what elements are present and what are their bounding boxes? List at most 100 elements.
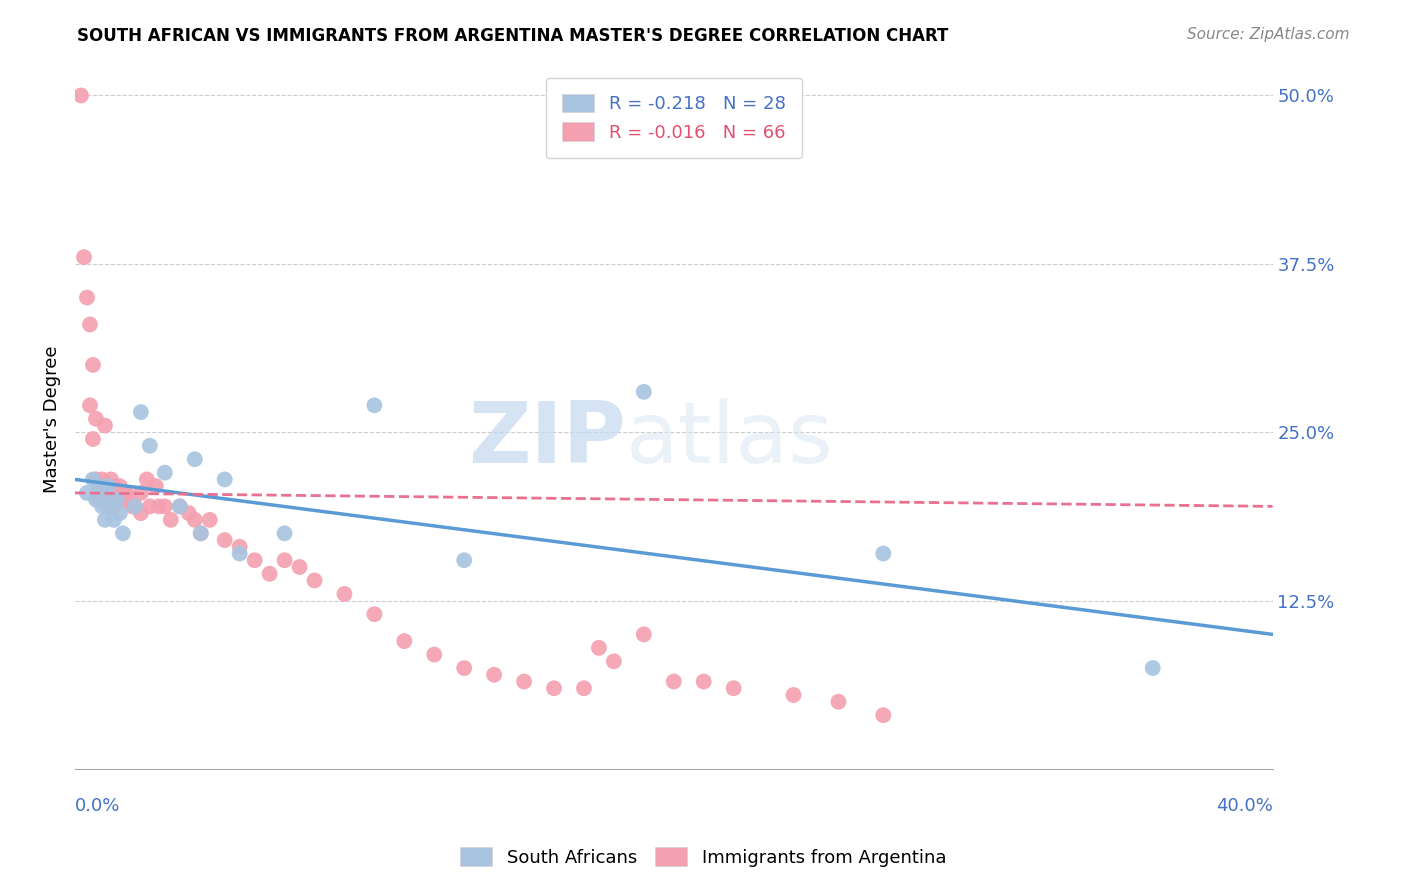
Point bbox=[782, 688, 804, 702]
Point bbox=[124, 500, 146, 514]
Point bbox=[124, 500, 146, 514]
Point bbox=[423, 648, 446, 662]
Text: ZIP: ZIP bbox=[468, 399, 626, 482]
Point bbox=[108, 492, 131, 507]
Point bbox=[453, 661, 475, 675]
Point bbox=[100, 500, 122, 514]
Point bbox=[214, 533, 236, 547]
Point bbox=[513, 674, 536, 689]
Point bbox=[723, 681, 745, 696]
Point bbox=[148, 500, 170, 514]
Point bbox=[84, 412, 107, 426]
Point bbox=[169, 500, 191, 514]
Point bbox=[108, 506, 131, 520]
Point bbox=[91, 472, 114, 486]
Text: 40.0%: 40.0% bbox=[1216, 797, 1272, 815]
Point bbox=[543, 681, 565, 696]
Point bbox=[115, 486, 138, 500]
Point bbox=[243, 553, 266, 567]
Point bbox=[79, 398, 101, 412]
Y-axis label: Master's Degree: Master's Degree bbox=[44, 345, 60, 492]
Point bbox=[84, 492, 107, 507]
Text: 0.0%: 0.0% bbox=[75, 797, 121, 815]
Point bbox=[288, 560, 311, 574]
Point bbox=[129, 405, 152, 419]
Point bbox=[97, 479, 120, 493]
Point bbox=[603, 654, 626, 668]
Point bbox=[139, 500, 162, 514]
Point bbox=[103, 500, 125, 514]
Point bbox=[153, 500, 176, 514]
Point bbox=[100, 500, 122, 514]
Point bbox=[97, 500, 120, 514]
Point bbox=[198, 513, 221, 527]
Point bbox=[333, 587, 356, 601]
Legend: South Africans, Immigrants from Argentina: South Africans, Immigrants from Argentin… bbox=[453, 840, 953, 874]
Point bbox=[94, 479, 117, 493]
Point bbox=[87, 492, 110, 507]
Point bbox=[259, 566, 281, 581]
Point bbox=[100, 472, 122, 486]
Point bbox=[111, 526, 134, 541]
Point bbox=[145, 479, 167, 493]
Point bbox=[76, 291, 98, 305]
Point bbox=[103, 513, 125, 527]
Point bbox=[633, 627, 655, 641]
Point bbox=[87, 486, 110, 500]
Point bbox=[304, 574, 326, 588]
Point bbox=[153, 466, 176, 480]
Point bbox=[79, 318, 101, 332]
Point bbox=[82, 432, 104, 446]
Point bbox=[363, 398, 385, 412]
Point bbox=[70, 88, 93, 103]
Point bbox=[1142, 661, 1164, 675]
Point bbox=[139, 439, 162, 453]
Point bbox=[273, 553, 295, 567]
Point bbox=[91, 500, 114, 514]
Point bbox=[73, 250, 96, 264]
Point bbox=[121, 500, 143, 514]
Point bbox=[214, 472, 236, 486]
Point bbox=[84, 472, 107, 486]
Point bbox=[118, 492, 141, 507]
Point bbox=[453, 553, 475, 567]
Point bbox=[94, 513, 117, 527]
Point bbox=[228, 540, 250, 554]
Point bbox=[97, 486, 120, 500]
Point bbox=[105, 492, 128, 507]
Point bbox=[129, 486, 152, 500]
Point bbox=[94, 418, 117, 433]
Point bbox=[190, 526, 212, 541]
Point bbox=[827, 695, 849, 709]
Point bbox=[588, 640, 610, 655]
Point bbox=[184, 452, 207, 467]
Point bbox=[111, 486, 134, 500]
Point bbox=[190, 526, 212, 541]
Point bbox=[94, 486, 117, 500]
Point bbox=[872, 547, 894, 561]
Point bbox=[872, 708, 894, 723]
Point bbox=[108, 479, 131, 493]
Point bbox=[129, 506, 152, 520]
Point bbox=[105, 492, 128, 507]
Point bbox=[482, 667, 505, 681]
Point bbox=[82, 358, 104, 372]
Text: atlas: atlas bbox=[626, 399, 834, 482]
Point bbox=[662, 674, 685, 689]
Point bbox=[572, 681, 595, 696]
Point bbox=[394, 634, 416, 648]
Text: SOUTH AFRICAN VS IMMIGRANTS FROM ARGENTINA MASTER'S DEGREE CORRELATION CHART: SOUTH AFRICAN VS IMMIGRANTS FROM ARGENTI… bbox=[77, 27, 949, 45]
Point bbox=[273, 526, 295, 541]
Point bbox=[228, 547, 250, 561]
Legend: R = -0.218   N = 28, R = -0.016   N = 66: R = -0.218 N = 28, R = -0.016 N = 66 bbox=[546, 78, 801, 158]
Point bbox=[82, 472, 104, 486]
Point bbox=[633, 384, 655, 399]
Point bbox=[76, 486, 98, 500]
Point bbox=[693, 674, 716, 689]
Point bbox=[87, 479, 110, 493]
Point bbox=[159, 513, 181, 527]
Point bbox=[184, 513, 207, 527]
Point bbox=[169, 500, 191, 514]
Point bbox=[177, 506, 200, 520]
Point bbox=[135, 472, 157, 486]
